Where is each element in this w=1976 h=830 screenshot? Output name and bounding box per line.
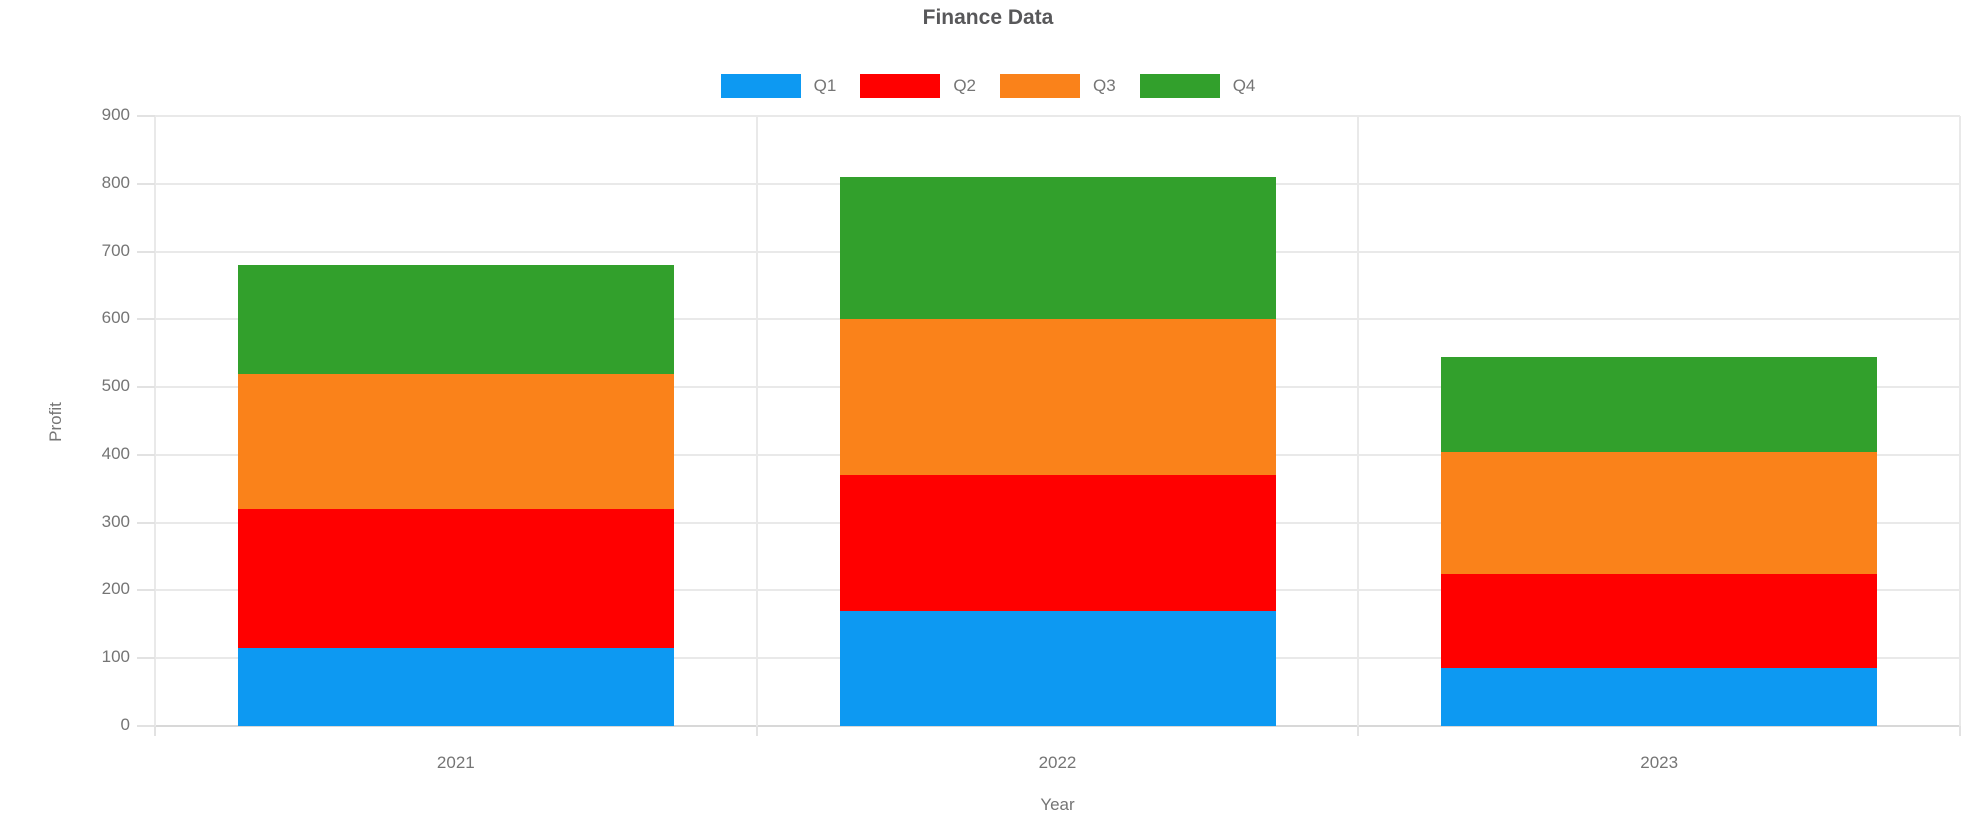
- bar-segment-2023-Q2[interactable]: [1441, 573, 1878, 669]
- legend-swatch-Q1: [720, 74, 801, 98]
- y-tick-mark: [137, 725, 155, 727]
- bar-segment-2023-Q1[interactable]: [1441, 668, 1878, 726]
- bar-segment-2021-Q3[interactable]: [237, 373, 674, 510]
- bar-segment-2021-Q1[interactable]: [237, 648, 674, 726]
- legend-item-Q4[interactable]: Q4: [1139, 74, 1256, 98]
- y-tick-mark: [137, 115, 155, 117]
- y-tick-label: 400: [101, 443, 130, 463]
- bar-segment-2023-Q3[interactable]: [1441, 451, 1878, 574]
- legend-label-Q2: Q2: [953, 76, 976, 95]
- gridline-y-900: [155, 115, 1960, 117]
- legend-label-Q1: Q1: [813, 76, 837, 95]
- y-tick-label: 700: [101, 240, 130, 260]
- bar-segment-2022-Q2[interactable]: [839, 475, 1276, 611]
- legend: Q1 Q2 Q3 Q4: [0, 74, 1976, 98]
- legend-item-Q2[interactable]: Q2: [860, 74, 976, 98]
- bar-segment-2023-Q4[interactable]: [1441, 356, 1878, 452]
- y-tick-mark: [137, 453, 155, 456]
- bar-segment-2021-Q2[interactable]: [237, 509, 674, 649]
- gridline-x-2: [1357, 116, 1360, 726]
- stacked-bar-2021: [237, 116, 674, 726]
- y-tick-label: 600: [101, 308, 130, 328]
- y-tick-mark: [137, 318, 155, 321]
- x-tick-label-2022: 2022: [1038, 753, 1077, 772]
- y-tick-label: 800: [101, 172, 130, 192]
- y-tick-mark: [137, 250, 155, 253]
- stacked-bar-2023: [1441, 116, 1878, 726]
- legend-label-Q4: Q4: [1232, 76, 1256, 95]
- y-tick-mark: [137, 521, 155, 524]
- gridline-x-3: [1959, 116, 1961, 726]
- bar-segment-2022-Q4[interactable]: [839, 177, 1276, 320]
- y-tick-label: 200: [101, 579, 130, 599]
- gridline-x-1: [755, 116, 758, 726]
- legend-swatch-Q2: [860, 74, 941, 98]
- stacked-bar-2022: [839, 116, 1276, 726]
- x-tick-mark: [755, 726, 758, 736]
- plot-area: [154, 115, 1961, 727]
- x-axis-title: Year: [1040, 795, 1075, 814]
- gridline-y-0: [155, 725, 1960, 727]
- y-tick-label: 500: [101, 376, 130, 396]
- y-tick-mark: [137, 589, 155, 592]
- x-tick-mark: [154, 726, 156, 736]
- y-tick-label: 300: [101, 511, 130, 531]
- y-tick-mark: [137, 182, 155, 185]
- y-tick-label: 100: [101, 647, 130, 667]
- bar-segment-2021-Q4[interactable]: [237, 265, 674, 374]
- y-tick-mark: [137, 657, 155, 660]
- x-tick-label-2021: 2021: [436, 753, 475, 772]
- gridline-x-0: [154, 116, 156, 726]
- y-tick-mark: [137, 386, 155, 389]
- legend-swatch-Q4: [1139, 74, 1220, 98]
- y-tick-label: 0: [120, 715, 130, 734]
- x-tick-label-2023: 2023: [1640, 753, 1679, 772]
- x-tick-mark: [1959, 726, 1961, 736]
- legend-label-Q3: Q3: [1093, 76, 1116, 95]
- bar-segment-2022-Q1[interactable]: [839, 610, 1276, 726]
- x-tick-mark: [1357, 726, 1360, 736]
- legend-item-Q1[interactable]: Q1: [720, 74, 837, 98]
- legend-swatch-Q3: [1000, 74, 1080, 98]
- y-tick-label: 900: [101, 105, 130, 124]
- bar-segment-2022-Q3[interactable]: [839, 319, 1276, 476]
- chart-title: Finance Data: [922, 6, 1054, 29]
- legend-item-Q3[interactable]: Q3: [1000, 74, 1116, 98]
